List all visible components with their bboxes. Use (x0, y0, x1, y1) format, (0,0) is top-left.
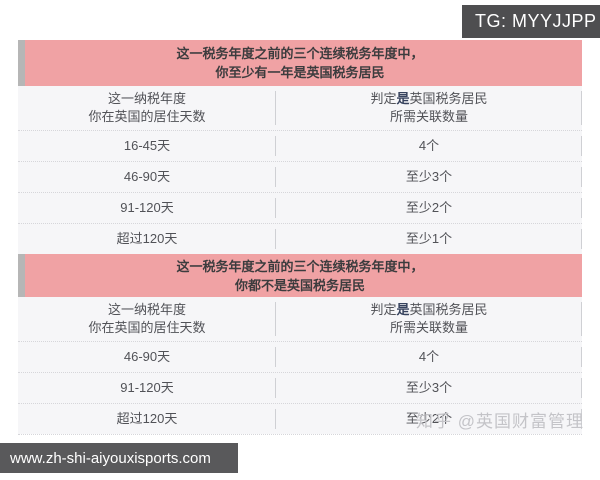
table-row: 91-120天 至少3个 (18, 372, 582, 403)
table-section-leaver: 这一税务年度之前的三个连续税务年度中， 你至少有一年是英国税务居民 这一纳税年度… (18, 40, 582, 254)
table-row: 超过120天 至少2个 (18, 403, 582, 434)
section-header: 这一税务年度之前的三个连续税务年度中， 你至少有一年是英国税务居民 (18, 40, 582, 86)
table-row: 91-120天 至少2个 (18, 192, 582, 223)
days-cell: 16-45天 (18, 131, 276, 161)
table-row: 46-90天 4个 (18, 341, 582, 372)
bold-shi: 是 (396, 302, 410, 317)
section-title-line1: 这一税务年度之前的三个连续税务年度中， (176, 46, 424, 61)
website-url-text: www.zh-shi-aiyouxisports.com (10, 449, 211, 467)
table-row: 超过120天 至少1个 (18, 223, 582, 254)
table-row: 16-45天 4个 (18, 130, 582, 161)
ties-cell: 4个 (276, 131, 582, 161)
column-header-ties-line1: 判定是英国税务居民 (370, 302, 488, 317)
days-cell: 91-120天 (18, 373, 276, 403)
table-section-arriver: 这一税务年度之前的三个连续税务年度中， 你都不是英国税务居民 这一纳税年度 你在… (18, 254, 582, 435)
column-header-days-line1: 这一纳税年度 (107, 91, 186, 106)
column-header-ties-line2: 所需关联数量 (389, 320, 468, 335)
ties-cell: 至少2个 (276, 404, 582, 434)
column-header-row: 这一纳税年度 你在英国的居住天数 判定是英国税务居民 所需关联数量 (18, 297, 582, 341)
column-header-ties-line1: 判定是英国税务居民 (370, 91, 488, 106)
column-header-ties-line2: 所需关联数量 (389, 109, 468, 124)
bold-shi: 是 (396, 91, 410, 106)
ties-cell: 至少1个 (276, 224, 582, 254)
zhihu-watermark: 知乎 @英国财富管理 (416, 412, 584, 431)
uk-residency-ties-table: 这一税务年度之前的三个连续税务年度中， 你至少有一年是英国税务居民 这一纳税年度… (18, 40, 582, 435)
ties-cell: 至少3个 (276, 373, 582, 403)
column-header-ties: 判定是英国税务居民 所需关联数量 (276, 297, 582, 341)
ties-cell: 至少2个 (276, 193, 582, 223)
table-row: 46-90天 至少3个 (18, 161, 582, 192)
days-cell: 46-90天 (18, 162, 276, 192)
column-header-days: 这一纳税年度 你在英国的居住天数 (18, 297, 276, 341)
section-title-line2: 你都不是英国税务居民 (234, 277, 365, 293)
column-header-days: 这一纳税年度 你在英国的居住天数 (18, 86, 276, 130)
days-cell: 超过120天 (18, 404, 276, 434)
website-url-bar: www.zh-shi-aiyouxisports.com (0, 443, 238, 473)
days-cell: 46-90天 (18, 342, 276, 372)
days-cell: 91-120天 (18, 193, 276, 223)
column-header-row: 这一纳税年度 你在英国的居住天数 判定是英国税务居民 所需关联数量 (18, 86, 582, 130)
ties-cell: 至少3个 (276, 162, 582, 192)
section-title-line2: 你至少有一年是英国税务居民 (215, 65, 385, 80)
column-header-days-line2: 你在英国的居住天数 (88, 320, 206, 335)
ties-cell: 4个 (276, 342, 582, 372)
days-cell: 超过120天 (18, 224, 276, 254)
telegram-badge-label: TG: MYYJJPP (475, 11, 597, 31)
column-header-days-line2: 你在英国的居住天数 (88, 109, 206, 124)
section-header: 这一税务年度之前的三个连续税务年度中， 你都不是英国税务居民 (18, 254, 582, 297)
column-header-days-line1: 这一纳税年度 (107, 302, 186, 317)
telegram-badge: TG: MYYJJPP (462, 5, 600, 38)
section-title-line1: 这一税务年度之前的三个连续税务年度中， (176, 258, 424, 274)
column-header-ties: 判定是英国税务居民 所需关联数量 (276, 86, 582, 130)
